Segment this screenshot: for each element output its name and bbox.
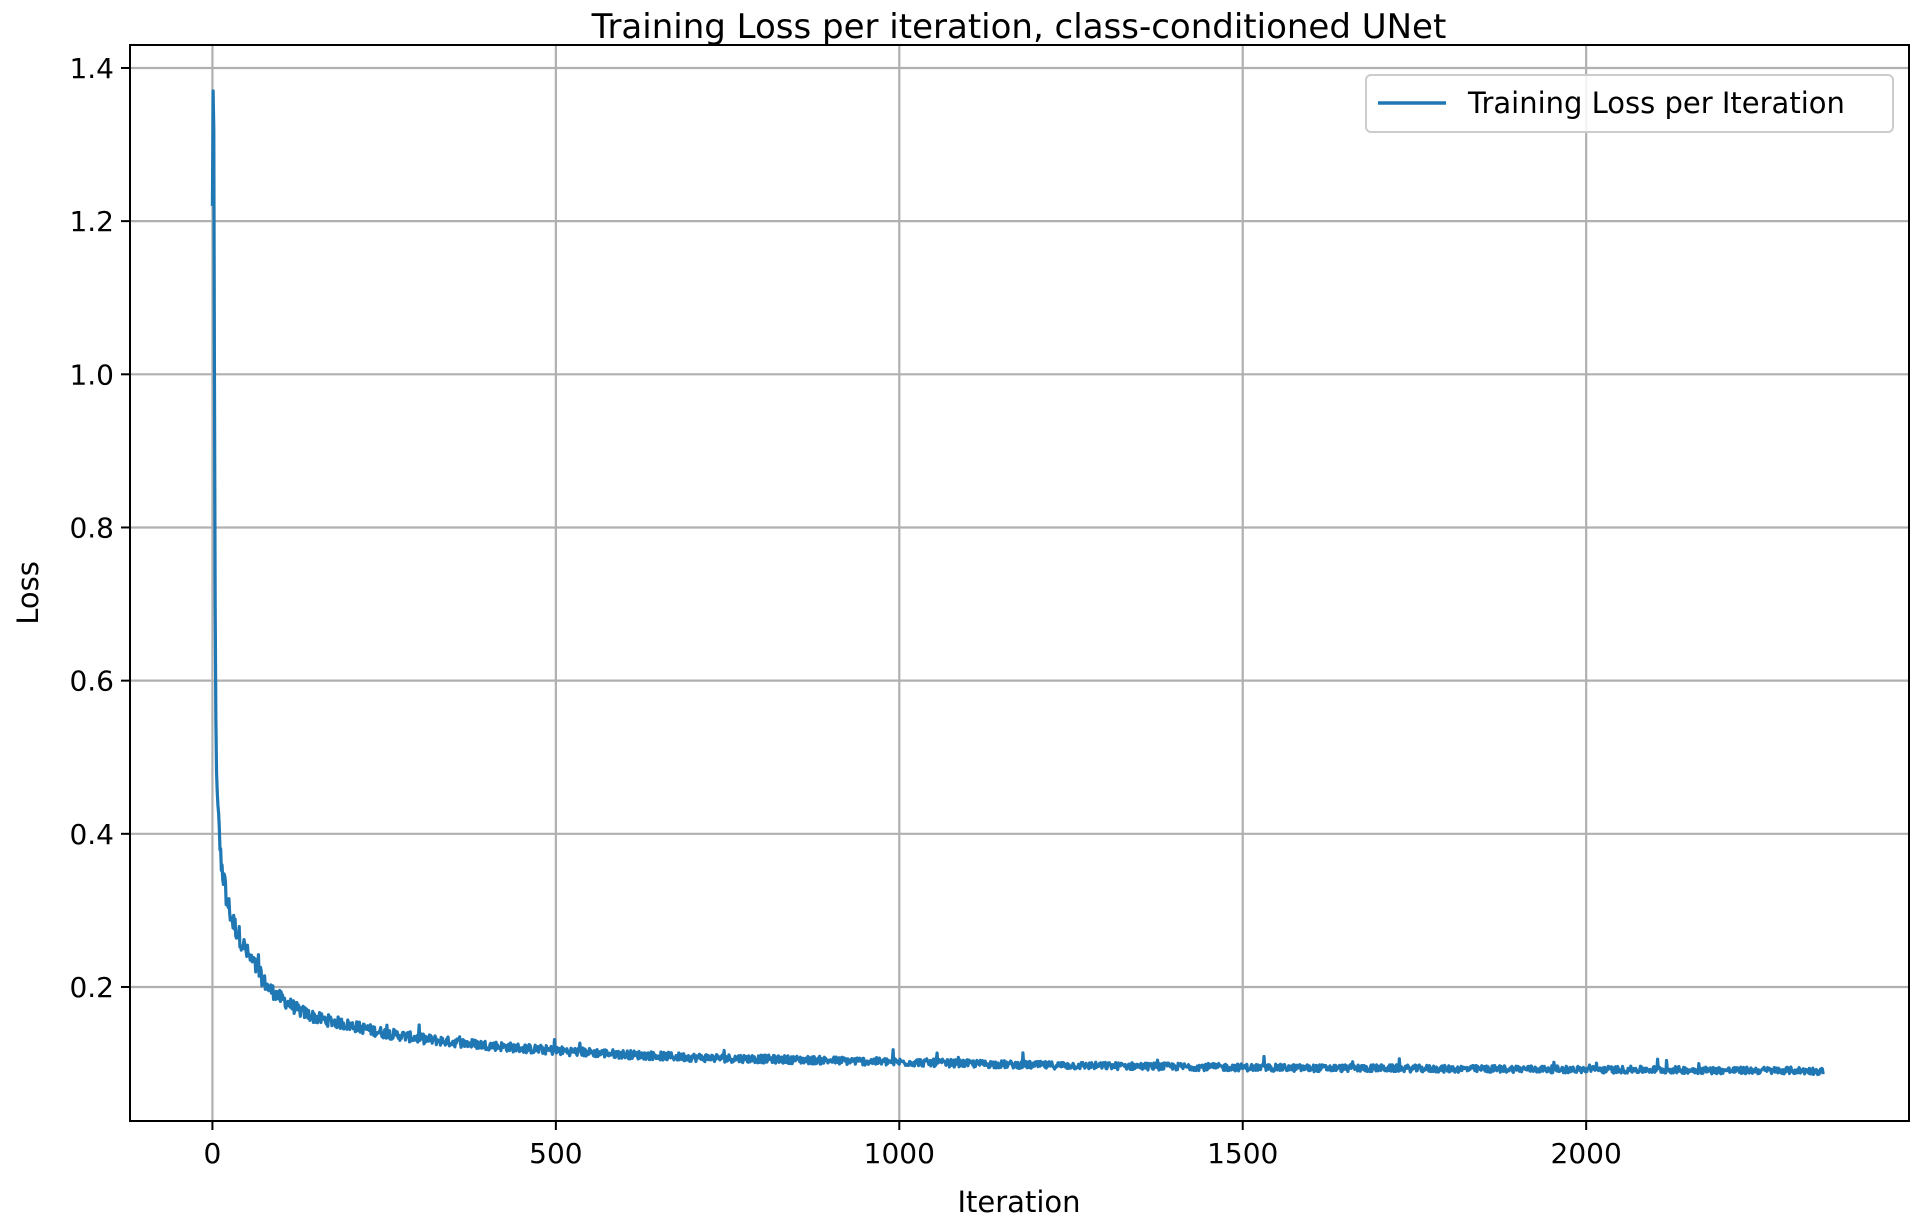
x-tick-label: 1000 [864, 1137, 935, 1170]
legend-label: Training Loss per Iteration [1467, 86, 1845, 120]
y-tick-label: 1.0 [69, 358, 114, 391]
legend: Training Loss per Iteration [1365, 74, 1894, 133]
series-line-training-loss [210, 89, 1825, 1077]
y-axis-label: Loss [11, 561, 45, 625]
y-tick-label: 0.2 [69, 971, 114, 1004]
y-tick-label: 0.4 [69, 818, 114, 851]
y-tick-label: 0.6 [69, 665, 114, 698]
y-axis-ticks: 0.2 0.4 0.6 0.8 1.0 1.2 1.4 [69, 52, 130, 1004]
grid-lines [130, 45, 1909, 1121]
x-axis-ticks: 0 500 1000 1500 2000 [204, 1121, 1622, 1170]
y-tick-label: 0.8 [69, 511, 114, 544]
x-tick-label: 500 [529, 1137, 582, 1170]
legend-box [1365, 74, 1894, 133]
x-tick-label: 0 [204, 1137, 222, 1170]
x-axis-label: Iteration [957, 1185, 1080, 1219]
chart-title: Training Loss per iteration, class-condi… [591, 7, 1447, 47]
x-tick-label: 1500 [1207, 1137, 1278, 1170]
y-tick-label: 1.2 [69, 205, 114, 238]
y-tick-label: 1.4 [69, 52, 114, 85]
plot-frame [129, 44, 1910, 1122]
x-tick-label: 2000 [1551, 1137, 1622, 1170]
